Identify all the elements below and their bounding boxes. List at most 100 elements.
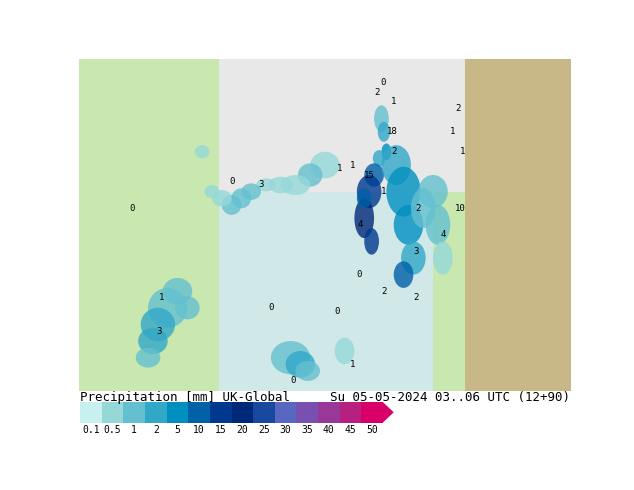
Ellipse shape [357, 175, 382, 208]
Text: 1: 1 [159, 294, 164, 302]
Text: 0: 0 [229, 177, 234, 186]
Text: 25: 25 [258, 425, 270, 435]
Bar [210, 402, 231, 422]
Ellipse shape [394, 261, 413, 288]
Ellipse shape [411, 188, 436, 228]
Ellipse shape [222, 195, 242, 215]
Ellipse shape [271, 341, 310, 374]
Text: 18: 18 [387, 127, 398, 136]
Ellipse shape [256, 178, 276, 192]
Ellipse shape [382, 145, 411, 185]
Ellipse shape [382, 144, 391, 160]
Text: 1: 1 [131, 425, 137, 435]
Text: 4: 4 [440, 230, 446, 239]
Text: 2: 2 [391, 147, 396, 156]
Text: 1: 1 [350, 360, 355, 369]
Ellipse shape [310, 152, 340, 178]
Bar [124, 402, 145, 422]
Text: 2: 2 [455, 104, 460, 113]
Bar [297, 402, 318, 422]
Ellipse shape [268, 177, 293, 193]
Ellipse shape [433, 242, 453, 274]
Text: 2: 2 [413, 294, 418, 302]
Text: 1: 1 [460, 147, 465, 156]
Text: 0: 0 [380, 77, 385, 87]
Text: Precipitation [mm] UK-Global: Precipitation [mm] UK-Global [80, 392, 290, 404]
Ellipse shape [378, 122, 390, 142]
Bar [253, 402, 275, 422]
Text: Su 05-05-2024 03..06 UTC (12+90): Su 05-05-2024 03..06 UTC (12+90) [330, 392, 570, 404]
Bar [145, 402, 167, 422]
Bar [318, 402, 340, 422]
Bar [433, 242, 465, 391]
Text: 50: 50 [366, 425, 378, 435]
Text: 5: 5 [174, 425, 181, 435]
Text: 1: 1 [450, 127, 455, 136]
Text: 0: 0 [129, 204, 135, 213]
Ellipse shape [148, 288, 188, 328]
Text: 45: 45 [345, 425, 356, 435]
Text: 4: 4 [358, 220, 363, 229]
Ellipse shape [425, 205, 450, 245]
Text: 2: 2 [374, 88, 379, 97]
Bar [81, 402, 102, 422]
Text: 0.1: 0.1 [82, 425, 100, 435]
Ellipse shape [364, 228, 379, 255]
Text: 0: 0 [291, 376, 296, 385]
Text: 1: 1 [391, 98, 396, 106]
Ellipse shape [136, 348, 160, 368]
Ellipse shape [401, 242, 425, 274]
Text: 3: 3 [413, 247, 418, 256]
Ellipse shape [335, 338, 354, 364]
Text: 2: 2 [416, 204, 421, 213]
Ellipse shape [141, 308, 175, 341]
Ellipse shape [205, 185, 219, 198]
Bar [102, 402, 124, 422]
Ellipse shape [138, 328, 167, 354]
Text: 0: 0 [357, 270, 362, 279]
Ellipse shape [386, 167, 421, 217]
Text: 1: 1 [350, 161, 356, 170]
Text: 20: 20 [236, 425, 249, 435]
Polygon shape [383, 402, 394, 422]
Ellipse shape [374, 105, 389, 132]
Ellipse shape [295, 361, 320, 381]
Text: 30: 30 [280, 425, 292, 435]
Text: 40: 40 [323, 425, 335, 435]
Ellipse shape [195, 145, 209, 158]
Text: 2: 2 [153, 425, 159, 435]
Text: 15: 15 [364, 171, 375, 179]
Ellipse shape [163, 278, 192, 304]
Bar [79, 59, 219, 391]
Ellipse shape [373, 150, 385, 167]
Bar [465, 59, 571, 391]
Ellipse shape [242, 183, 261, 200]
Bar [219, 192, 433, 391]
Bar [361, 402, 383, 422]
Ellipse shape [298, 163, 323, 187]
Text: 0: 0 [335, 307, 340, 316]
Ellipse shape [364, 163, 384, 187]
Bar [231, 402, 253, 422]
Text: 3: 3 [259, 180, 264, 190]
Ellipse shape [394, 205, 424, 245]
Text: 0.5: 0.5 [104, 425, 122, 435]
Text: 2: 2 [381, 287, 387, 296]
Text: 3: 3 [157, 326, 162, 336]
Bar [219, 59, 465, 192]
Ellipse shape [285, 351, 315, 377]
Text: 15: 15 [215, 425, 226, 435]
Bar [167, 402, 188, 422]
Bar [275, 402, 297, 422]
Bar [340, 402, 361, 422]
Text: 1: 1 [337, 164, 342, 173]
Bar [188, 402, 210, 422]
Text: 10: 10 [455, 204, 465, 213]
Ellipse shape [231, 188, 251, 208]
Ellipse shape [354, 198, 374, 238]
Ellipse shape [357, 188, 372, 208]
Ellipse shape [212, 190, 231, 207]
Ellipse shape [418, 175, 448, 208]
Text: 35: 35 [301, 425, 313, 435]
Text: 0: 0 [268, 303, 273, 312]
